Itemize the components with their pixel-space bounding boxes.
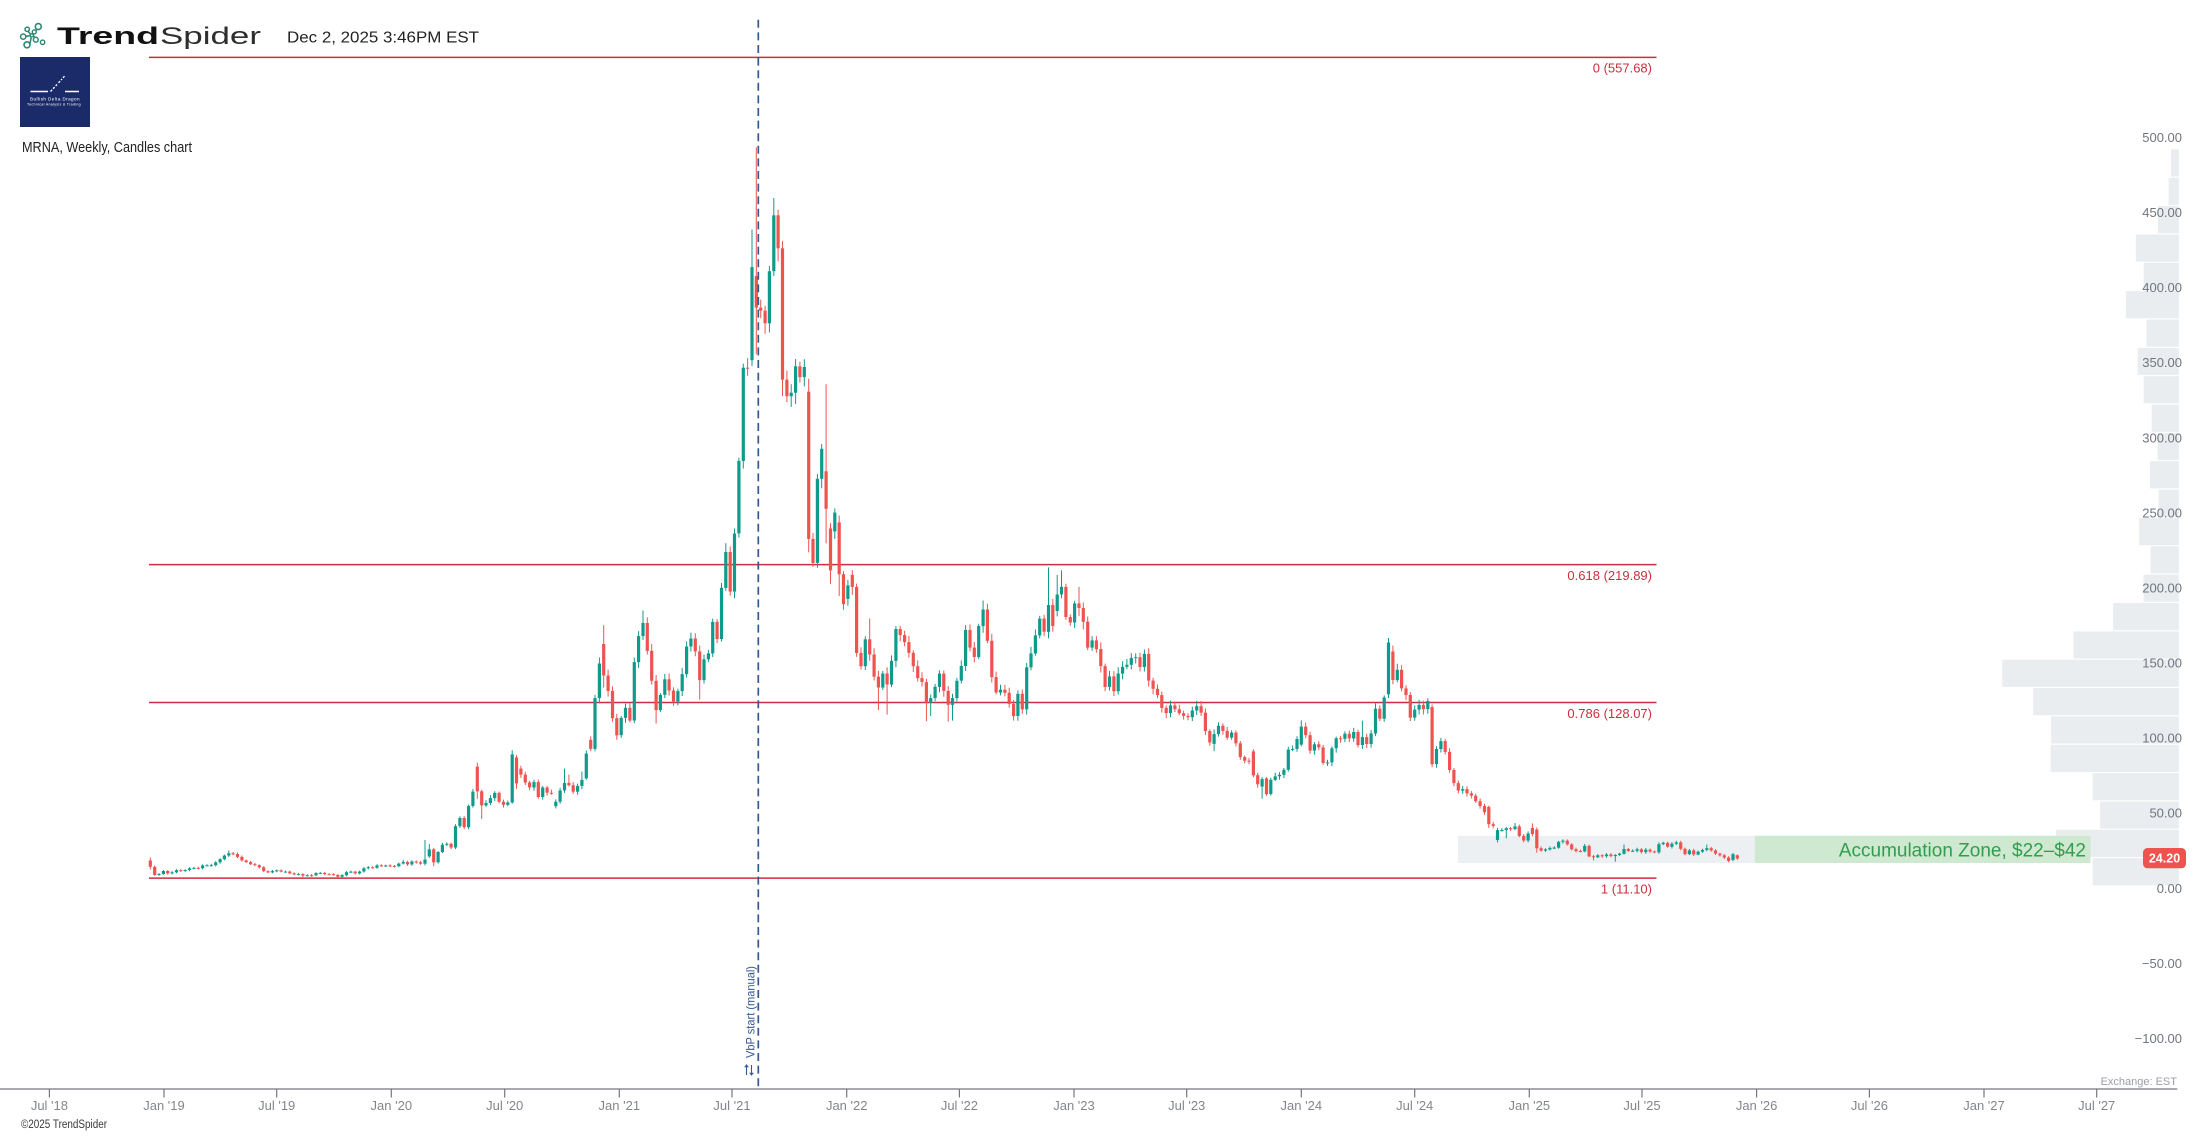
svg-text:Jul '26: Jul '26 — [1851, 1098, 1888, 1113]
svg-text:0 (557.68): 0 (557.68) — [1593, 61, 1652, 76]
svg-text:24.20: 24.20 — [2149, 852, 2180, 866]
svg-text:200.00: 200.00 — [2142, 581, 2182, 596]
svg-text:Accumulation Zone, $22–$42: Accumulation Zone, $22–$42 — [1839, 841, 2086, 862]
svg-text:Jan '21: Jan '21 — [599, 1098, 641, 1113]
svg-text:500.00: 500.00 — [2142, 130, 2182, 145]
svg-text:150.00: 150.00 — [2142, 656, 2182, 671]
svg-text:VbP start (manual): VbP start (manual) — [744, 966, 758, 1058]
svg-text:Jul '23: Jul '23 — [1168, 1098, 1205, 1113]
svg-text:Jan '20: Jan '20 — [371, 1098, 413, 1113]
svg-text:400.00: 400.00 — [2142, 280, 2182, 295]
svg-text:450.00: 450.00 — [2142, 205, 2182, 220]
svg-text:Jan '24: Jan '24 — [1281, 1098, 1323, 1113]
svg-text:100.00: 100.00 — [2142, 731, 2182, 746]
svg-text:MRNA, Weekly, Candles chart: MRNA, Weekly, Candles chart — [22, 139, 193, 156]
svg-text:Jul '22: Jul '22 — [941, 1098, 978, 1113]
svg-text:Jul '25: Jul '25 — [1623, 1098, 1660, 1113]
svg-text:50.00: 50.00 — [2149, 806, 2182, 821]
svg-text:Spider: Spider — [160, 23, 261, 50]
svg-text:Jan '25: Jan '25 — [1509, 1098, 1551, 1113]
svg-text:Jul '19: Jul '19 — [258, 1098, 295, 1113]
svg-text:Jul '20: Jul '20 — [486, 1098, 523, 1113]
svg-text:Dec 2, 2025 3:46PM EST: Dec 2, 2025 3:46PM EST — [287, 30, 480, 47]
svg-text:Exchange: EST: Exchange: EST — [2101, 1076, 2178, 1088]
svg-text:−50.00: −50.00 — [2142, 956, 2182, 971]
svg-text:0.618 (219.89): 0.618 (219.89) — [1567, 568, 1652, 583]
svg-text:Jan '23: Jan '23 — [1053, 1098, 1095, 1113]
svg-text:250.00: 250.00 — [2142, 505, 2182, 520]
svg-text:Technical Analysis & Trading: Technical Analysis & Trading — [27, 103, 81, 107]
svg-text:Jan '27: Jan '27 — [1963, 1098, 2005, 1113]
svg-text:Jan '19: Jan '19 — [143, 1098, 185, 1113]
svg-text:Bullish Delta Dragon: Bullish Delta Dragon — [30, 97, 80, 102]
svg-text:Jul '27: Jul '27 — [2078, 1098, 2115, 1113]
svg-text:Jul '18: Jul '18 — [31, 1098, 68, 1113]
svg-text:1 (11.10): 1 (11.10) — [1601, 881, 1652, 896]
svg-text:©2025 TrendSpider: ©2025 TrendSpider — [21, 1119, 107, 1131]
svg-text:Jul '24: Jul '24 — [1396, 1098, 1433, 1113]
svg-text:300.00: 300.00 — [2142, 430, 2182, 445]
svg-text:Trend: Trend — [57, 23, 159, 50]
svg-text:Jul '21: Jul '21 — [713, 1098, 750, 1113]
svg-text:Jan '26: Jan '26 — [1736, 1098, 1778, 1113]
svg-text:0.786 (128.07): 0.786 (128.07) — [1567, 706, 1652, 721]
svg-text:0.00: 0.00 — [2157, 881, 2182, 896]
svg-text:−100.00: −100.00 — [2135, 1031, 2182, 1046]
svg-text:350.00: 350.00 — [2142, 355, 2182, 370]
svg-text:Jan '22: Jan '22 — [826, 1098, 868, 1113]
